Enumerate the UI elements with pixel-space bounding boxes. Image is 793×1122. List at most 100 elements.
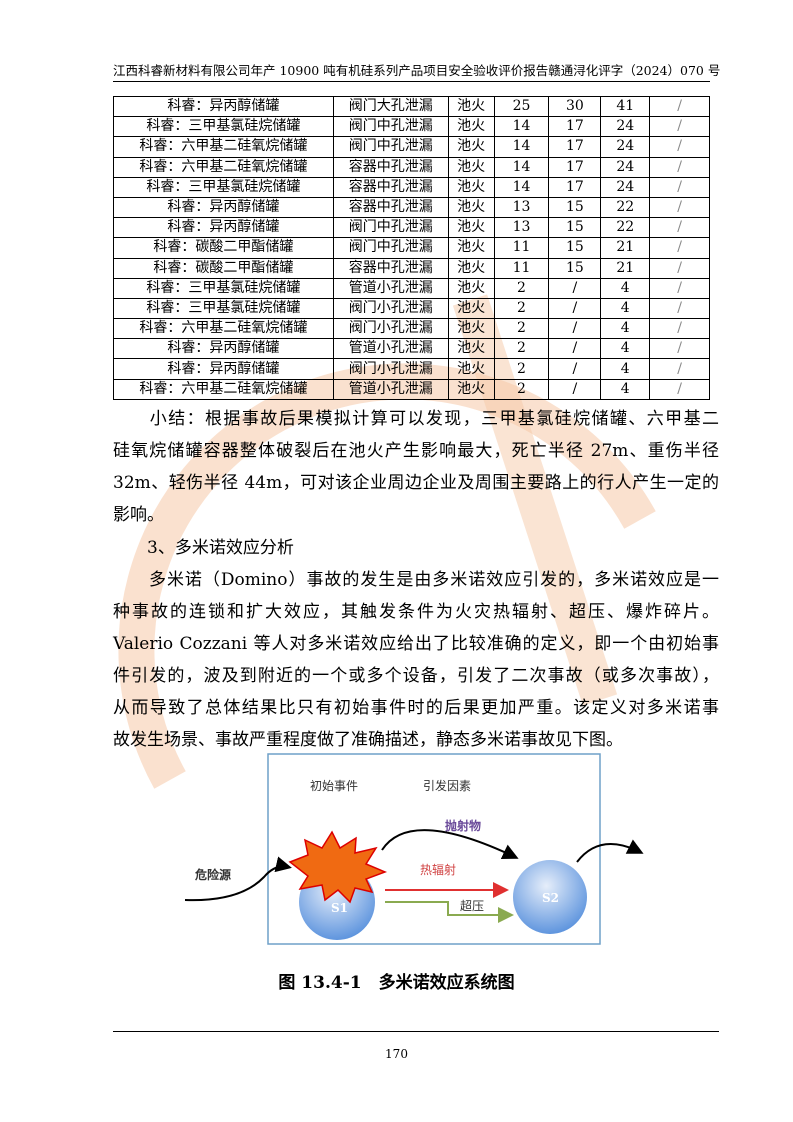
table-cell: 阀门小孔泄漏 xyxy=(332,358,449,380)
table-cell: 4 xyxy=(600,297,651,320)
table-cell: 4 xyxy=(600,358,651,380)
table-cell: / xyxy=(649,358,710,380)
table-cell: 容器中孔泄漏 xyxy=(332,257,449,279)
table-cell: 15 xyxy=(548,217,602,239)
table-row: 科睿：六甲基二硅氧烷储罐 容器中孔泄漏 池火 14 17 24/ xyxy=(113,156,710,178)
table-cell: / xyxy=(548,378,602,400)
table-cell: 阀门中孔泄漏 xyxy=(332,217,449,239)
table-cell: 阀门中孔泄漏 xyxy=(332,136,449,158)
table-cell: 阀门中孔泄漏 xyxy=(332,237,449,259)
table-cell: / xyxy=(548,297,602,320)
table-cell: 科睿：三甲基氯硅烷储罐 xyxy=(113,116,334,138)
table-cell: 管道小孔泄漏 xyxy=(332,277,449,299)
table-cell: 17 xyxy=(548,136,602,158)
table-cell: / xyxy=(548,358,602,380)
table-cell: 21 xyxy=(600,257,651,279)
table-cell: 科睿：六甲基二硅氧烷储罐 xyxy=(113,156,334,178)
table-cell: 池火 xyxy=(447,196,495,219)
paragraph-line: 件引发的，波及到附近的一个或多个设备，引发了二次事故（或多次事故）， xyxy=(113,666,719,686)
table-cell: 17 xyxy=(548,156,602,178)
table-row: 科睿：异丙醇储罐 阀门小孔泄漏 池火 2/4/ xyxy=(113,358,710,380)
table-cell: 容器中孔泄漏 xyxy=(332,156,449,178)
paragraph-line: 32m、轻伤半径 44m，可对该企业周边企业及周围主要路上的行人产生一定的 xyxy=(113,473,719,493)
label-overpressure: 超压 xyxy=(460,898,484,913)
table-row: 科睿：三甲基氯硅烷储罐 阀门小孔泄漏 池火 2/4/ xyxy=(113,297,710,320)
table-cell: 池火 xyxy=(447,378,495,400)
table-cell: 科睿：三甲基氯硅烷储罐 xyxy=(113,297,334,320)
table-cell: 15 xyxy=(548,257,602,279)
table-cell: / xyxy=(649,297,710,320)
table-cell: 15 xyxy=(548,237,602,259)
table-cell: / xyxy=(649,156,710,178)
table-cell: 2 xyxy=(493,297,550,320)
table-cell: 11 xyxy=(493,257,550,279)
table-cell: 池火 xyxy=(447,277,495,299)
table-cell: 池火 xyxy=(447,297,495,320)
table-row: 科睿：六甲基二硅氧烷储罐 管道小孔泄漏 池火 2/4/ xyxy=(113,378,710,400)
paragraph-line: 从而导致了总体结果比只有初始事件时的后果更加严重。该定义对多米诺事 xyxy=(113,698,719,718)
table-cell: 15 xyxy=(548,196,602,219)
table-cell: 管道小孔泄漏 xyxy=(332,378,449,400)
table-row: 科睿：三甲基氯硅烷储罐 管道小孔泄漏 池火 2/4/ xyxy=(113,277,710,299)
table-cell: 阀门小孔泄漏 xyxy=(332,318,449,340)
table-cell: 2 xyxy=(493,318,550,340)
table-cell: 2 xyxy=(493,358,550,380)
table-cell: 池火 xyxy=(447,176,495,198)
table-cell: 管道小孔泄漏 xyxy=(332,338,449,360)
table-row: 科睿：异丙醇储罐 阀门大孔泄漏 池火 25 30 41/ xyxy=(113,95,710,118)
table-cell: 科睿：三甲基氯硅烷储罐 xyxy=(113,277,334,299)
table-cell: 阀门小孔泄漏 xyxy=(332,297,449,320)
table-cell: 池火 xyxy=(447,318,495,340)
report-title: 江西科睿新材料有限公司年产 10900 吨有机硅系列产品项目安全验收评价报告 xyxy=(113,63,549,78)
table-cell: 池火 xyxy=(447,237,495,259)
table-cell: 科睿：异丙醇储罐 xyxy=(113,217,334,239)
table-cell: 14 xyxy=(493,156,550,178)
projectile-arrow xyxy=(381,829,519,860)
table-cell: / xyxy=(649,318,710,340)
table-cell: 13 xyxy=(493,196,550,219)
table-cell: 科睿：异丙醇储罐 xyxy=(113,338,334,360)
page-number: 170 xyxy=(385,1047,408,1061)
table-cell: 4 xyxy=(600,338,651,360)
table-row: 科睿：碳酸二甲酯储罐 阀门中孔泄漏 池火 11 15 21/ xyxy=(113,237,710,259)
table-cell: / xyxy=(649,378,710,400)
table-row: 科睿：六甲基二硅氧烷储罐 阀门中孔泄漏 池火 14 17 24/ xyxy=(113,136,710,158)
report-number: 赣通浔化评字（2024）070 号 xyxy=(548,63,721,78)
overpressure-arrow xyxy=(385,901,514,923)
table-cell: 11 xyxy=(493,237,550,259)
figure-caption: 图 13.4-1 多米诺效应系统图 xyxy=(278,973,515,993)
table-cell: 科睿：六甲基二硅氧烷储罐 xyxy=(113,378,334,400)
table-cell: 科睿：异丙醇储罐 xyxy=(113,95,334,118)
table-cell: 14 xyxy=(493,136,550,158)
table-cell: / xyxy=(649,257,710,279)
table-cell: 2 xyxy=(493,378,550,400)
footer-divider xyxy=(113,1031,719,1032)
table-cell: 2 xyxy=(493,277,550,299)
table-cell: 14 xyxy=(493,176,550,198)
table-cell: 池火 xyxy=(447,217,495,239)
paragraph-line: Valerio Cozzani 等人对多米诺效应给出了比较准确的定义，即一个由初… xyxy=(113,634,719,654)
label-hazard-source: 危险源 xyxy=(194,867,231,882)
table-row: 科睿：异丙醇储罐 容器中孔泄漏 池火 13 15 22/ xyxy=(113,196,710,219)
table-row: 科睿：碳酸二甲酯储罐 容器中孔泄漏 池火 11 15 21/ xyxy=(113,257,710,279)
table-cell: 池火 xyxy=(447,136,495,158)
table-cell: 17 xyxy=(548,176,602,198)
table-cell: 14 xyxy=(493,116,550,138)
paragraph-line: 影响。 xyxy=(113,505,164,525)
table-cell: 容器中孔泄漏 xyxy=(332,196,449,219)
table-cell: / xyxy=(649,176,710,198)
table-cell: 科睿：六甲基二硅氧烷储罐 xyxy=(113,318,334,340)
table-cell: 池火 xyxy=(447,358,495,380)
page-header: 江西科睿新材料有限公司年产 10900 吨有机硅系列产品项目安全验收评价报告 赣… xyxy=(113,60,720,82)
label-projectile: 抛射物 xyxy=(445,818,481,833)
table-cell: / xyxy=(548,277,602,299)
table-cell: / xyxy=(649,237,710,259)
table-cell: 24 xyxy=(600,176,651,198)
paragraph-line: 故发生场景、事故严重程度做了准确描述，静态多米诺事故见下图。 xyxy=(113,730,623,750)
label-s1: S1 xyxy=(331,901,348,915)
table-cell: / xyxy=(649,277,710,299)
table-cell: 24 xyxy=(600,136,651,158)
table-cell: 科睿：碳酸二甲酯储罐 xyxy=(113,257,334,279)
table-cell: 科睿：六甲基二硅氧烷储罐 xyxy=(113,136,334,158)
table-cell: / xyxy=(649,338,710,360)
